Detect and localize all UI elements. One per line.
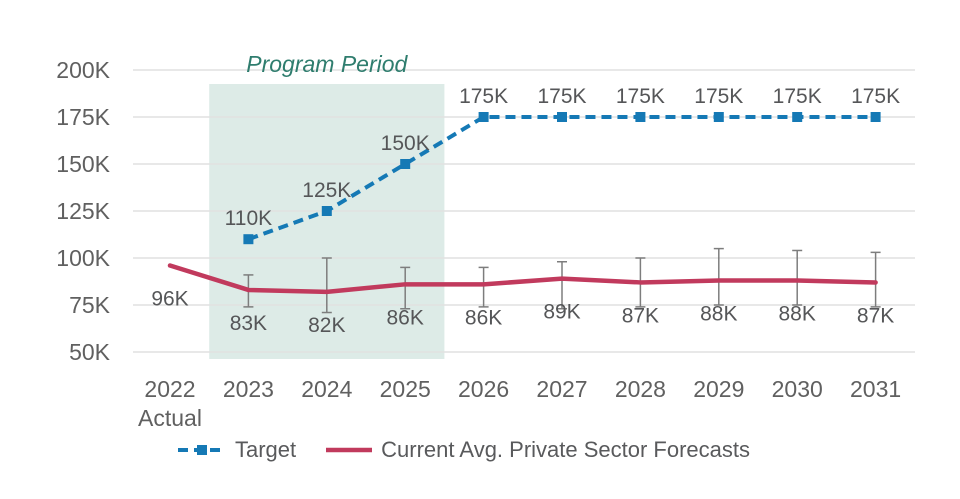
target-marker bbox=[478, 112, 489, 122]
legend-label-forecast: Current Avg. Private Sector Forecasts bbox=[381, 437, 751, 462]
y-tick-label: 200K bbox=[56, 57, 110, 83]
forecast-data-label: 82K bbox=[308, 314, 345, 337]
y-tick-label: 150K bbox=[56, 151, 110, 177]
y-tick-label: 175K bbox=[56, 104, 110, 130]
target-marker bbox=[557, 112, 567, 122]
x-tick-label: 2031 bbox=[850, 376, 901, 402]
program-period-label: Program Period bbox=[246, 51, 408, 77]
x-tick-label: 2027 bbox=[536, 376, 587, 402]
y-tick-label: 125K bbox=[56, 198, 110, 224]
forecast-data-label: 87K bbox=[857, 304, 894, 327]
forecast-data-label: 88K bbox=[779, 303, 816, 326]
forecast-data-label: 87K bbox=[622, 304, 659, 327]
forecast-data-label: 86K bbox=[465, 306, 502, 329]
target-data-label: 175K bbox=[773, 85, 822, 108]
target-marker bbox=[400, 159, 411, 169]
target-marker bbox=[635, 112, 646, 122]
x-tick-label: 2028 bbox=[615, 376, 666, 402]
target-data-label: 110K bbox=[225, 207, 273, 230]
target-marker bbox=[792, 112, 803, 122]
forecast-data-label: 89K bbox=[543, 301, 580, 324]
legend-label-target: Target bbox=[235, 437, 297, 462]
forecast-data-label: 96K bbox=[151, 288, 188, 311]
x-tick-label: 2024 bbox=[301, 376, 352, 402]
target-data-label: 150K bbox=[381, 132, 430, 155]
target-marker bbox=[713, 112, 724, 122]
target-marker bbox=[321, 206, 332, 216]
forecast-data-label: 83K bbox=[230, 312, 267, 335]
forecast-data-label: 86K bbox=[387, 306, 424, 329]
y-tick-label: 75K bbox=[69, 292, 111, 318]
x-tick-label: 2029 bbox=[693, 376, 744, 402]
target-data-label: 175K bbox=[851, 85, 900, 108]
chart-legend: Target Current Avg. Private Sector Forec… bbox=[178, 437, 750, 463]
forecast-line-sample-icon bbox=[326, 447, 373, 453]
x-tick-label: 2025 bbox=[380, 376, 431, 402]
x-axis-note: Actual bbox=[138, 405, 202, 431]
forecast-data-label: 88K bbox=[700, 303, 737, 326]
x-tick-label: 2022 bbox=[144, 376, 195, 402]
y-tick-label: 50K bbox=[69, 339, 111, 365]
y-tick-label: 100K bbox=[56, 245, 110, 271]
target-data-label: 175K bbox=[694, 85, 743, 108]
target-marker bbox=[870, 112, 881, 122]
x-tick-label: 2026 bbox=[458, 376, 509, 402]
x-tick-label: 2030 bbox=[772, 376, 823, 402]
legend-item-target: Target bbox=[178, 437, 296, 463]
target-data-label: 125K bbox=[302, 179, 351, 202]
target-marker bbox=[243, 234, 254, 245]
forecast-line bbox=[167, 263, 878, 295]
target-data-label: 175K bbox=[537, 85, 586, 108]
x-tick-label: 2023 bbox=[223, 376, 274, 402]
target-data-label: 175K bbox=[616, 85, 665, 108]
target-line-sample-icon bbox=[178, 445, 226, 455]
legend-item-forecast: Current Avg. Private Sector Forecasts bbox=[326, 437, 750, 463]
target-data-label: 175K bbox=[459, 85, 508, 108]
